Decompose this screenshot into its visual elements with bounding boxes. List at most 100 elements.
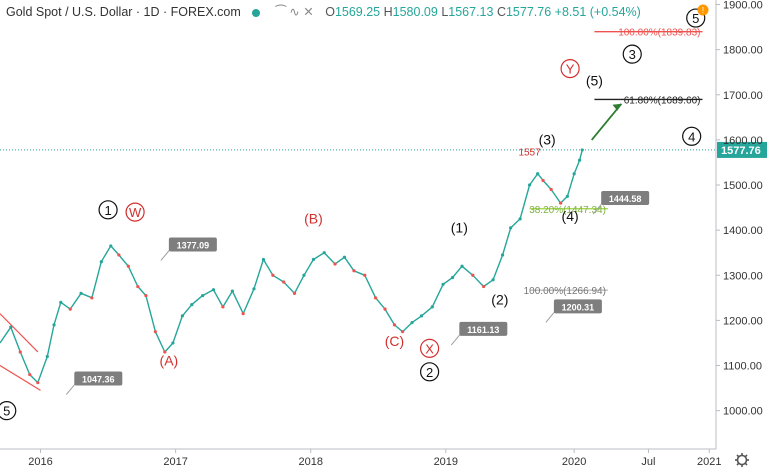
projection-arrow-head: [612, 103, 622, 111]
wave-circle: [98, 200, 118, 220]
price-badge-box: [601, 191, 650, 206]
wave-circle: [420, 338, 440, 358]
price-point: [282, 280, 286, 284]
price-point: [230, 289, 234, 293]
change-value: +8.51 (+0.54%): [554, 5, 641, 19]
wedge-upper-line: [0, 313, 39, 353]
price-badge-box: [553, 299, 602, 314]
price-point: [28, 372, 32, 377]
header-toolbar-icons[interactable]: ⁀ ∿ ✕: [275, 5, 314, 19]
wave-circle: [125, 202, 145, 222]
price-point: [460, 264, 464, 268]
price-point: [153, 330, 157, 334]
y-tick-label: 1700.00: [723, 90, 763, 102]
alert-badge-icon[interactable]: !: [697, 4, 709, 16]
price-point: [352, 269, 356, 273]
wave-label: (5): [586, 73, 603, 89]
price-point: [430, 305, 434, 309]
wave-label: (4): [562, 208, 579, 224]
wave-label: Y: [566, 62, 575, 77]
fib-level-label: 38.20%(1447.34): [529, 205, 606, 216]
price-point: [509, 226, 513, 230]
price-point: [59, 300, 63, 304]
low-value: 1567.13: [448, 5, 494, 19]
price-point: [322, 251, 326, 255]
price-point: [18, 350, 22, 354]
x-tick-label: 2018: [298, 456, 322, 468]
time-axis[interactable]: 2016 2017 2018 2019 2020 Jul 2021: [28, 449, 721, 468]
y-tick-label: 1500.00: [723, 180, 763, 192]
price-point: [45, 354, 49, 359]
price-point: [201, 293, 205, 298]
wave-circle: [420, 362, 440, 382]
wave-label: (C): [385, 333, 404, 349]
settings-gear-icon[interactable]: [735, 453, 749, 467]
price-axis[interactable]: 1000.00 1100.00 1200.00 1300.00 1400.00 1500.…: [716, 0, 763, 418]
wave-label: 3: [629, 47, 636, 62]
wave-labels: 1 W (A) (B) (C) X 2 (1) (2) (3)1557 (4) (5) Y 3 4 5 5: [0, 8, 706, 421]
price-badges: 1377.09 1047.36 1161.13 1200.31 1444.58 1577.…: [65, 141, 767, 395]
symbol-title[interactable]: Gold Spot / U.S. Dollar · 1D · FOREX.com: [6, 5, 241, 19]
price-point: [180, 314, 184, 318]
price-point: [117, 253, 121, 257]
last-price-tag-label: 1577.76: [721, 145, 761, 157]
price-point: [450, 275, 455, 280]
wave-label: 1: [104, 203, 111, 218]
wave-circle: [560, 58, 580, 79]
ohlc-values: O1569.25 H1580.09 L1567.13 C1577.76 +8.5…: [325, 5, 641, 19]
chart-header: Gold Spot / U.S. Dollar · 1D · FOREX.com…: [6, 4, 641, 19]
fib-level-label: 61.80%(1689.60): [624, 95, 701, 106]
high-value: 1580.09: [392, 5, 438, 19]
price-point: [400, 330, 405, 334]
price-point: [171, 341, 175, 345]
price-point: [482, 284, 486, 289]
price-point: [580, 148, 584, 152]
price-point: [190, 302, 194, 307]
wave-label: (3): [539, 131, 556, 147]
price-point: [99, 260, 103, 264]
price-badge-label: 1161.13: [467, 325, 499, 335]
y-tick-label: 1100.00: [723, 361, 762, 373]
price-point: [333, 262, 337, 266]
price-badge-label: 1047.36: [82, 375, 115, 385]
x-tick-label: 2016: [28, 456, 52, 468]
wave-label: (A): [160, 353, 179, 369]
price-point: [221, 305, 225, 309]
open-value: 1569.25: [334, 5, 381, 19]
price-badge-label: 1200.31: [562, 302, 595, 312]
price-point: [577, 158, 582, 162]
price-point: [9, 325, 13, 329]
x-tick-label: 2017: [163, 456, 187, 468]
price-point: [163, 350, 167, 354]
wave-label: 5: [692, 11, 699, 26]
price-point: [109, 244, 113, 248]
price-point: [541, 178, 545, 183]
price-point: [572, 172, 576, 176]
wedge-lower-line: [0, 365, 41, 391]
price-point: [518, 217, 522, 221]
wave-label: (1): [451, 219, 468, 235]
price-point: [410, 321, 414, 325]
fib-level-label: 100.00%(1839.83): [618, 28, 700, 39]
price-point: [500, 253, 505, 257]
close-label: C: [496, 5, 506, 19]
price-point: [79, 291, 83, 295]
price-point: [144, 293, 148, 298]
close-value: 1577.76: [505, 5, 552, 19]
price-point: [373, 296, 378, 300]
wave-label: X: [425, 341, 434, 356]
price-line: [0, 149, 583, 384]
projection-arrow: [591, 103, 623, 141]
price-point: [90, 296, 94, 300]
wave-circle: [0, 401, 17, 421]
svg-text:!: !: [702, 6, 704, 15]
x-tick-label: 2021: [697, 456, 721, 468]
price-point: [311, 257, 316, 262]
price-badge-label: 1377.09: [177, 240, 210, 250]
price-point: [302, 273, 306, 277]
price-point: [342, 255, 347, 259]
price-badge-box: [459, 321, 508, 336]
price-point: [126, 264, 130, 268]
price-point: [527, 183, 532, 187]
